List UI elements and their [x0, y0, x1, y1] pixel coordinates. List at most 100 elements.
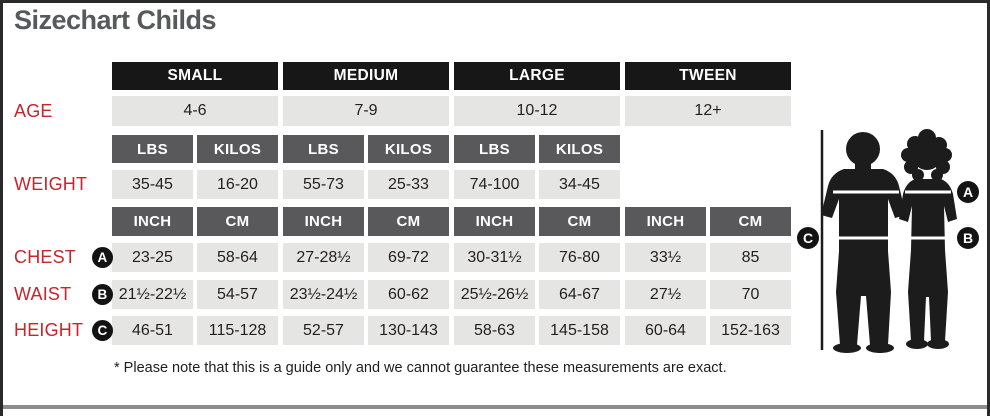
- age-cell: 10-12: [454, 96, 620, 126]
- waist-row: 21½-22½ 54-57 23½-24½ 60-62 25½-26½ 64-6…: [112, 280, 796, 309]
- silhouettes: [821, 129, 957, 353]
- weight-label-row: WEIGHT: [14, 170, 113, 199]
- waist-small: 21½-22½ 54-57: [112, 280, 278, 309]
- unit-header-cm: CM: [368, 207, 449, 236]
- height-large: 58-63 145-158: [454, 316, 620, 345]
- height-cell: 130-143: [368, 316, 449, 345]
- unit-header-lbs: LBS: [283, 135, 364, 163]
- size-col-header-large: LARGE: [454, 62, 620, 90]
- weight-large: 74-100 34-45: [454, 170, 620, 199]
- measure-units-small: INCH CM: [112, 207, 278, 236]
- weight-units-large: LBS KILOS: [454, 135, 620, 163]
- age-label: AGE: [14, 100, 53, 121]
- waist-medium: 23½-24½ 60-62: [283, 280, 449, 309]
- unit-header-inch: INCH: [112, 207, 193, 236]
- chest-cell: 85: [710, 243, 791, 272]
- chest-cell: 27-28½: [283, 243, 364, 272]
- unit-header-cm: CM: [710, 207, 791, 236]
- height-medium: 52-57 130-143: [283, 316, 449, 345]
- chest-tween: 33½ 85: [625, 243, 791, 272]
- unit-header-inch: INCH: [625, 207, 706, 236]
- marker-a-badge: A: [92, 247, 113, 268]
- weight-cell: 55-73: [283, 170, 364, 199]
- chest-label: CHEST: [14, 247, 77, 267]
- weight-units-medium: LBS KILOS: [283, 135, 449, 163]
- unit-header-lbs: LBS: [112, 135, 193, 163]
- waist-large: 25½-26½ 64-67: [454, 280, 620, 309]
- waist-tween: 27½ 70: [625, 280, 791, 309]
- chest-cell: 23-25: [112, 243, 193, 272]
- page-title: Sizechart Childs: [14, 5, 217, 35]
- age-label-row: AGE: [14, 96, 113, 126]
- boy-pants: [836, 251, 891, 345]
- chest-row: 23-25 58-64 27-28½ 69-72 30-31½ 76-80 33…: [112, 243, 796, 272]
- weight-medium: 55-73 25-33: [283, 170, 449, 199]
- unit-header-cm: CM: [539, 207, 620, 236]
- weight-cell: 34-45: [539, 170, 620, 199]
- weight-units-small: LBS KILOS: [112, 135, 278, 163]
- waist-label: WAIST: [14, 284, 72, 304]
- height-cell: 60-64: [625, 316, 706, 345]
- height-cell: 145-158: [539, 316, 620, 345]
- age-row: 4-6 7-9 10-12 12+: [112, 96, 796, 126]
- chest-medium: 27-28½ 69-72: [283, 243, 449, 272]
- age-cell: 12+: [625, 96, 791, 126]
- weight-cell: 74-100: [454, 170, 535, 199]
- height-label-row: HEIGHT C: [14, 316, 113, 345]
- height-row: 46-51 115-128 52-57 130-143 58-63 145-15…: [112, 316, 796, 345]
- chest-small: 23-25 58-64: [112, 243, 278, 272]
- height-tween: 60-64 152-163: [625, 316, 791, 345]
- diagram-marker-b-circle: [957, 227, 979, 249]
- height-cell: 46-51: [112, 316, 193, 345]
- unit-header-kilos: KILOS: [539, 135, 620, 163]
- diagram-marker-b: B: [963, 230, 973, 246]
- height-cell: 58-63: [454, 316, 535, 345]
- waist-cell: 64-67: [539, 280, 620, 309]
- chest-cell: 69-72: [368, 243, 449, 272]
- waist-cell: 27½: [625, 280, 706, 309]
- diagram-marker-a-circle: [957, 181, 979, 203]
- size-col-header-small: SMALL: [112, 62, 278, 90]
- girl-pants: [908, 250, 948, 341]
- age-cell: 4-6: [112, 96, 278, 126]
- height-cell: 52-57: [283, 316, 364, 345]
- height-cell: 115-128: [197, 316, 278, 345]
- weight-cell: 35-45: [112, 170, 193, 199]
- girl-shirt: [899, 179, 957, 250]
- boy-shirt: [821, 169, 906, 251]
- marker-c-badge: C: [92, 320, 113, 341]
- chest-large: 30-31½ 76-80: [454, 243, 620, 272]
- children-silhouette-diagram: A B C: [797, 129, 979, 353]
- size-col-header-tween: TWEEN: [625, 62, 791, 90]
- diagram-marker-a: A: [963, 184, 973, 200]
- height-small: 46-51 115-128: [112, 316, 278, 345]
- chest-label-row: CHEST A: [14, 243, 113, 272]
- diagram-marker-c-circle: [797, 227, 819, 249]
- chest-cell: 76-80: [539, 243, 620, 272]
- weight-cell: 25-33: [368, 170, 449, 199]
- unit-header-inch: INCH: [454, 207, 535, 236]
- waist-cell: 60-62: [368, 280, 449, 309]
- size-header-row: SMALL MEDIUM LARGE TWEEN: [112, 62, 796, 90]
- waist-cell: 25½-26½: [454, 280, 535, 309]
- height-cell: 152-163: [710, 316, 791, 345]
- boy-head: [846, 132, 880, 166]
- size-col-header-medium: MEDIUM: [283, 62, 449, 90]
- unit-header-kilos: KILOS: [368, 135, 449, 163]
- diagram-marker-c: C: [803, 230, 813, 246]
- chest-cell: 58-64: [197, 243, 278, 272]
- age-cell: 7-9: [283, 96, 449, 126]
- chest-cell: 33½: [625, 243, 706, 272]
- waist-cell: 23½-24½: [283, 280, 364, 309]
- unit-header-cm: CM: [197, 207, 278, 236]
- weight-label: WEIGHT: [14, 174, 88, 194]
- waist-cell: 70: [710, 280, 791, 309]
- weight-small: 35-45 16-20: [112, 170, 278, 199]
- measure-units-medium: INCH CM: [283, 207, 449, 236]
- unit-header-inch: INCH: [283, 207, 364, 236]
- weight-units-row: LBS KILOS LBS KILOS LBS KILOS: [112, 135, 625, 163]
- marker-b-badge: B: [92, 284, 113, 305]
- measure-units-row: INCH CM INCH CM INCH CM INCH CM: [112, 207, 796, 236]
- disclaimer-footnote: * Please note that this is a guide only …: [114, 360, 727, 376]
